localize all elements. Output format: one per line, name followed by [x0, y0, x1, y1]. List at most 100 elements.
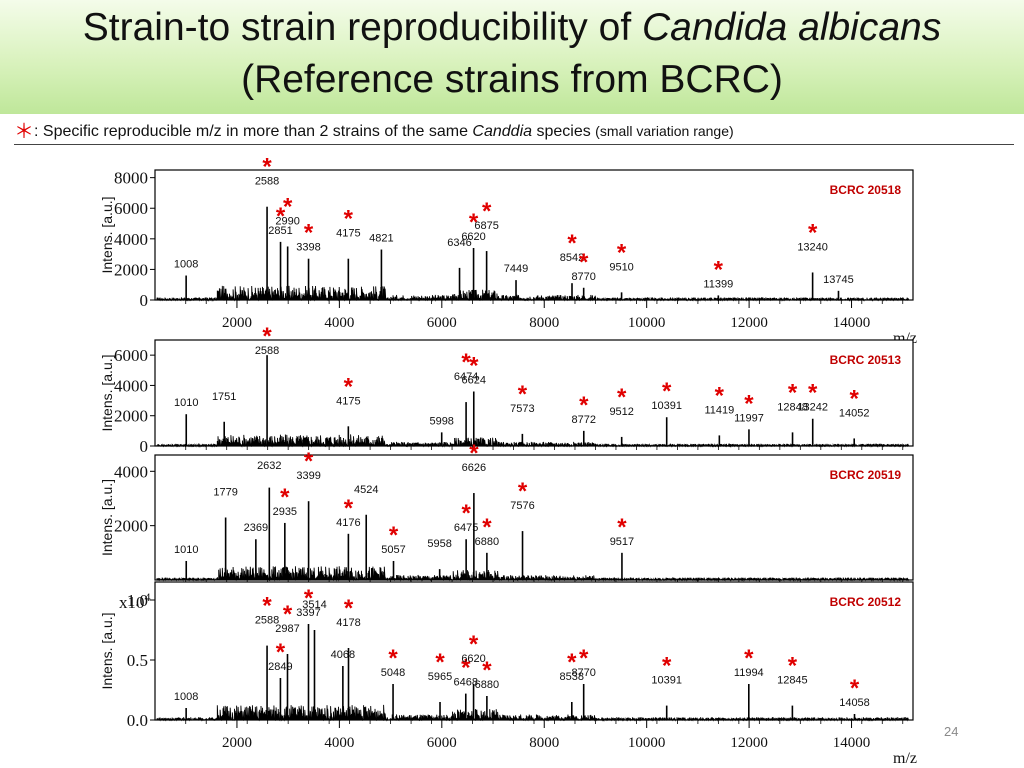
y-axis-label: Intens. [a.u.] — [99, 612, 115, 689]
peak-label: 8538 — [560, 671, 584, 683]
peak-label: 2987 — [275, 623, 299, 635]
x-tick-label: 8000 — [529, 315, 559, 331]
peak-label: 1010 — [174, 397, 198, 409]
star-marker-icon: * — [280, 484, 290, 511]
spectrum-trace — [156, 566, 909, 582]
star-marker-icon: * — [276, 203, 286, 230]
star-marker-icon: * — [262, 593, 272, 620]
x-tick-label: 14000 — [833, 315, 871, 331]
peak-label: 11419 — [704, 404, 734, 416]
star-marker-icon: * — [715, 382, 725, 409]
peak-label: 2588 — [255, 176, 279, 188]
x-tick-label: 14000 — [833, 735, 871, 751]
peak-label: 6880 — [475, 679, 499, 691]
peak-label: 3399 — [296, 470, 320, 482]
peak-label: 1008 — [174, 691, 198, 703]
x-tick-label: 12000 — [730, 315, 768, 331]
star-marker-icon: * — [714, 256, 724, 283]
y-tick-label: 4000 — [114, 462, 148, 481]
peak-label: 9510 — [609, 261, 633, 273]
star-marker-icon: * — [567, 230, 577, 257]
x-tick-label: 12000 — [730, 735, 768, 751]
y-tick-label: 0.0 — [127, 711, 148, 730]
x-tick-label: 8000 — [529, 735, 559, 751]
y-tick-label: 6000 — [114, 346, 148, 365]
y-tick-label: 0 — [140, 437, 149, 456]
x-tick-label: 6000 — [427, 315, 457, 331]
star-marker-icon: * — [344, 595, 354, 622]
peak-label: 4524 — [354, 484, 378, 496]
peak-label: 1779 — [213, 487, 237, 499]
star-marker-icon: * — [461, 500, 471, 527]
legend-note-genus: Canddia — [472, 123, 533, 140]
peak-label: 6474 — [454, 371, 478, 383]
peak-label: 6475 — [454, 522, 478, 534]
peak-label: 2588 — [255, 615, 279, 627]
peak-label: 4178 — [336, 617, 360, 629]
peak-label: 4821 — [369, 233, 393, 245]
peak-label: 9517 — [610, 536, 634, 548]
x-tick-label: 10000 — [628, 315, 666, 331]
peak-label: 8772 — [572, 414, 596, 426]
peak-label: 6346 — [447, 237, 471, 249]
peak-label: 1751 — [212, 391, 236, 403]
y-scale-factor: x104 — [119, 590, 151, 612]
peak-label: 5998 — [429, 415, 453, 427]
peak-label: 11994 — [734, 667, 764, 679]
star-marker-icon: * — [304, 585, 314, 612]
strain-label: BCRC 20519 — [830, 468, 902, 482]
star-marker-icon: * — [388, 645, 398, 672]
star-marker-icon: * — [344, 495, 354, 522]
star-marker-icon: * — [567, 649, 577, 676]
star-marker-icon: * — [850, 675, 860, 702]
y-tick-label: 4000 — [114, 376, 148, 395]
peak-label: 6875 — [474, 220, 498, 232]
peak-label: 6880 — [475, 536, 499, 548]
peak-label: 6468 — [454, 677, 478, 689]
y-tick-label: 0 — [140, 291, 149, 310]
star-marker-icon: * — [579, 392, 589, 419]
star-marker-icon: * — [482, 514, 492, 541]
star-marker-icon: * — [304, 220, 314, 247]
peak-label: 13240 — [797, 241, 828, 253]
peak-label: 6624 — [462, 374, 486, 386]
plot-frame — [154, 581, 914, 721]
title-plain-text: Strain-to strain reproducibility of — [82, 6, 643, 49]
y-tick-label: 1.0 — [127, 591, 148, 610]
y-tick-label: 2000 — [114, 260, 148, 279]
legend-note-species-word: species — [532, 123, 596, 140]
star-marker-icon: * — [344, 373, 354, 400]
strain-label: BCRC 20513 — [830, 353, 902, 367]
slide-title-line-1: Strain-to strain reproducibility of Cand… — [0, 6, 1024, 50]
peak-label: 3397 — [296, 607, 320, 619]
star-marker-icon: * — [788, 653, 798, 680]
spectrum-panel-4: 0.0 0.5 1.0 Intens. [a.u.]x104 2000 4000 6000 8… — [99, 581, 917, 767]
star-marker-icon: * — [276, 639, 286, 666]
peak-label: 3514 — [302, 599, 326, 611]
star-marker-icon: * — [744, 390, 754, 417]
y-tick-label: 6000 — [114, 199, 148, 218]
legend-note-text: : Specific reproducible m/z in more than… — [34, 123, 473, 140]
peak-label: 5057 — [381, 544, 405, 556]
x-tick-label: 10000 — [628, 735, 666, 751]
star-marker-icon: * — [579, 249, 589, 276]
star-marker-icon: * — [808, 219, 818, 246]
y-tick-label: 8000 — [114, 169, 148, 188]
x-axis-label: m/z — [893, 750, 917, 767]
y-tick-label: 2000 — [114, 407, 148, 426]
star-marker-icon: * — [579, 645, 589, 672]
page-number: 24 — [944, 724, 959, 739]
peak-label: 2990 — [275, 215, 299, 227]
plot-frame — [154, 454, 914, 581]
star-marker-icon: * — [461, 349, 471, 376]
x-tick-label: 6000 — [427, 735, 457, 751]
peak-label: 14052 — [839, 407, 870, 419]
peak-label: 2588 — [255, 345, 279, 357]
star-marker-icon: * — [461, 655, 471, 682]
star-marker-icon: * — [389, 522, 399, 549]
title-species-name: Candida albicans — [642, 6, 942, 49]
spectrum-trace — [156, 285, 909, 302]
